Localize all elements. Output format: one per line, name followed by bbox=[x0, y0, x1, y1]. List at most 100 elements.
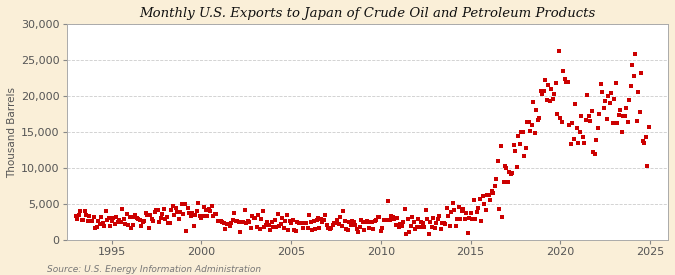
Point bbox=[631, 119, 642, 124]
Point bbox=[314, 226, 325, 231]
Point bbox=[240, 207, 250, 212]
Point bbox=[610, 81, 621, 85]
Point bbox=[250, 216, 261, 220]
Point bbox=[348, 220, 359, 224]
Point bbox=[326, 226, 337, 230]
Point bbox=[107, 216, 118, 220]
Point bbox=[117, 207, 128, 211]
Point bbox=[500, 163, 510, 168]
Point bbox=[379, 218, 389, 222]
Point bbox=[604, 101, 615, 106]
Point bbox=[594, 112, 605, 116]
Point bbox=[352, 226, 362, 231]
Point bbox=[278, 226, 289, 230]
Point bbox=[271, 224, 281, 229]
Point bbox=[413, 217, 424, 221]
Point bbox=[290, 229, 301, 233]
Point bbox=[213, 219, 223, 223]
Point bbox=[562, 80, 573, 85]
Point bbox=[150, 210, 161, 215]
Point bbox=[78, 218, 88, 222]
Point bbox=[472, 206, 483, 210]
Point bbox=[634, 110, 645, 114]
Point bbox=[165, 221, 176, 225]
Point bbox=[263, 222, 274, 227]
Point bbox=[142, 213, 153, 217]
Point bbox=[218, 221, 229, 226]
Point bbox=[558, 69, 569, 73]
Point bbox=[245, 226, 256, 230]
Point bbox=[387, 215, 398, 219]
Y-axis label: Thousand Barrels: Thousand Barrels bbox=[7, 87, 17, 177]
Point bbox=[75, 209, 86, 213]
Point bbox=[386, 214, 397, 218]
Point bbox=[161, 214, 172, 219]
Point bbox=[275, 222, 286, 226]
Point bbox=[139, 219, 150, 223]
Point bbox=[384, 217, 395, 222]
Point bbox=[224, 224, 235, 228]
Point bbox=[308, 219, 319, 223]
Point bbox=[325, 227, 335, 231]
Point bbox=[230, 219, 241, 223]
Point bbox=[96, 215, 107, 219]
Point bbox=[480, 208, 491, 212]
Point bbox=[188, 224, 199, 229]
Point bbox=[363, 226, 374, 230]
Point bbox=[171, 206, 182, 210]
Point bbox=[417, 220, 428, 225]
Point bbox=[628, 74, 639, 79]
Point bbox=[268, 225, 279, 230]
Point bbox=[356, 218, 367, 222]
Point bbox=[265, 228, 275, 232]
Point bbox=[209, 211, 220, 216]
Point bbox=[446, 209, 456, 214]
Point bbox=[273, 224, 284, 228]
Point bbox=[577, 135, 588, 139]
Point bbox=[383, 198, 394, 203]
Point bbox=[127, 223, 138, 227]
Point bbox=[486, 189, 497, 194]
Point bbox=[200, 208, 211, 212]
Point bbox=[519, 154, 530, 158]
Point bbox=[547, 97, 558, 101]
Point bbox=[487, 191, 498, 195]
Point bbox=[136, 224, 147, 228]
Point bbox=[257, 209, 268, 213]
Point bbox=[458, 207, 468, 211]
Point bbox=[331, 221, 342, 225]
Point bbox=[70, 214, 81, 218]
Point bbox=[525, 128, 536, 133]
Point bbox=[236, 220, 247, 224]
Point bbox=[163, 220, 173, 225]
Point bbox=[113, 218, 124, 222]
Point bbox=[456, 209, 467, 213]
Point bbox=[529, 131, 540, 135]
Point bbox=[485, 197, 495, 202]
Point bbox=[203, 207, 214, 211]
Point bbox=[205, 209, 216, 214]
Point bbox=[459, 217, 470, 221]
Point bbox=[97, 221, 108, 225]
Point bbox=[208, 214, 219, 219]
Point bbox=[605, 91, 616, 95]
Point bbox=[625, 84, 636, 89]
Point bbox=[474, 197, 485, 201]
Point bbox=[111, 214, 122, 219]
Point bbox=[406, 223, 416, 228]
Point bbox=[381, 218, 392, 222]
Point bbox=[464, 216, 475, 221]
Point bbox=[476, 219, 487, 224]
Point bbox=[175, 210, 186, 214]
Point bbox=[88, 215, 99, 219]
Point bbox=[223, 222, 234, 226]
Point bbox=[495, 144, 506, 148]
Point bbox=[632, 89, 643, 94]
Point bbox=[338, 208, 349, 213]
Point bbox=[284, 219, 295, 223]
Point bbox=[534, 116, 545, 120]
Point bbox=[493, 207, 504, 211]
Point bbox=[105, 224, 115, 228]
Point bbox=[299, 221, 310, 225]
Point bbox=[133, 217, 144, 221]
